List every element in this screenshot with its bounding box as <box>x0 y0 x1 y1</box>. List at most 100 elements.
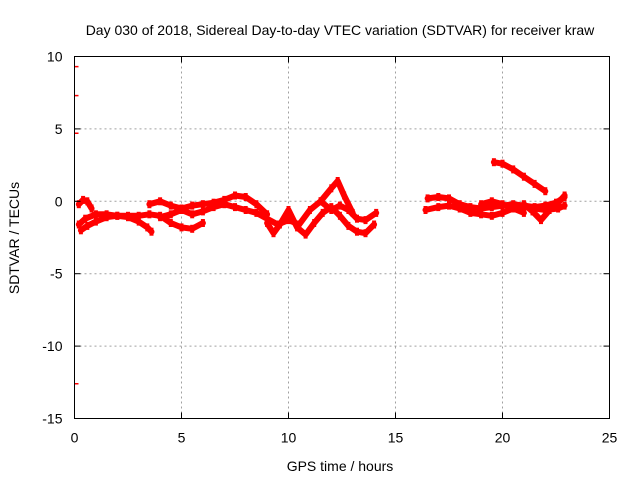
data-point <box>335 177 340 185</box>
y-tick-label: -15 <box>42 411 62 427</box>
data-point <box>115 211 120 220</box>
tick-labels: 0 5 10 15 20 25 -15 -10 -5 0 5 10 <box>42 49 617 446</box>
data-point <box>556 198 561 207</box>
data-point <box>457 204 462 213</box>
data-point <box>265 214 270 223</box>
data-point <box>337 211 342 220</box>
data-point <box>254 200 259 209</box>
data-point <box>286 206 291 214</box>
data-point <box>168 219 173 227</box>
data-point <box>511 165 516 174</box>
data-point <box>265 210 270 219</box>
data-point <box>243 193 248 201</box>
data-point <box>543 201 548 210</box>
data-point <box>76 220 81 229</box>
data-point <box>562 201 567 210</box>
data-point <box>479 204 484 213</box>
x-tick-label: 5 <box>178 430 186 446</box>
data-point <box>329 184 334 193</box>
data-point <box>179 223 184 232</box>
data-point <box>190 224 195 233</box>
data-point <box>312 219 317 227</box>
data-point <box>532 179 537 188</box>
data-point <box>562 191 567 200</box>
data-point <box>147 210 152 219</box>
data-point <box>295 223 300 232</box>
data-point <box>500 159 505 168</box>
data-point <box>200 219 205 227</box>
y-tick-label: 10 <box>47 49 63 65</box>
data-point <box>500 208 505 217</box>
data-point <box>147 200 152 209</box>
data-point <box>363 229 368 238</box>
data-point <box>447 194 451 203</box>
chart-title: Day 030 of 2018, Sidereal Day-to-day VTE… <box>86 22 595 38</box>
data-point <box>297 220 302 229</box>
data-point <box>85 221 90 230</box>
data-point <box>491 158 496 167</box>
data-point <box>145 223 150 232</box>
data-point <box>425 194 430 203</box>
axis-ticks <box>74 56 610 419</box>
y-tick-label: -10 <box>42 338 62 354</box>
data-point <box>211 203 216 212</box>
data-point <box>436 193 441 201</box>
data-point <box>543 206 548 214</box>
data-point <box>500 200 505 209</box>
data-point <box>543 187 548 196</box>
data-point <box>254 208 259 217</box>
series-arc-3 <box>75 196 95 212</box>
y-tick-label: -5 <box>50 266 63 282</box>
data-point <box>511 200 516 209</box>
data-point <box>342 191 347 200</box>
data-point <box>436 203 441 212</box>
data-point <box>318 197 323 206</box>
data-point <box>479 210 484 219</box>
data-point <box>511 204 516 213</box>
data-point <box>346 206 351 214</box>
grid-lines <box>74 56 610 419</box>
data-point <box>265 219 270 227</box>
data-point <box>271 229 276 238</box>
data-point <box>532 204 537 213</box>
data-point <box>211 198 216 207</box>
data-point <box>489 203 494 212</box>
data-point <box>158 197 163 206</box>
data-point <box>372 220 377 229</box>
x-tick-label: 25 <box>602 430 618 446</box>
data-point <box>222 195 227 204</box>
data-point <box>136 211 141 220</box>
data-point <box>222 200 227 209</box>
data-point <box>363 216 368 225</box>
data-point <box>233 203 237 212</box>
data-point <box>374 208 379 217</box>
data-point <box>468 203 473 212</box>
data-point <box>346 221 351 230</box>
y-tick-label: 5 <box>55 121 63 137</box>
data-point <box>521 200 526 209</box>
data-point <box>307 206 312 214</box>
data-point <box>286 216 291 225</box>
data-point <box>81 195 86 204</box>
data-point <box>547 206 552 214</box>
data-point <box>489 197 494 206</box>
x-tick-label: 15 <box>388 430 404 446</box>
data-point <box>355 214 359 223</box>
data-point <box>93 217 98 226</box>
data-point <box>168 210 173 219</box>
data-point <box>423 206 428 214</box>
data-point <box>78 226 83 235</box>
data-point <box>521 172 526 181</box>
data-point <box>233 191 237 200</box>
data-point <box>93 210 98 219</box>
data-point <box>126 211 130 220</box>
data-point <box>136 217 141 226</box>
data-point <box>243 206 248 214</box>
data-point <box>104 210 109 219</box>
data-point <box>489 211 494 220</box>
data-point <box>83 214 88 223</box>
data-point <box>447 201 451 210</box>
data-point <box>303 230 308 239</box>
data-point <box>530 207 535 216</box>
